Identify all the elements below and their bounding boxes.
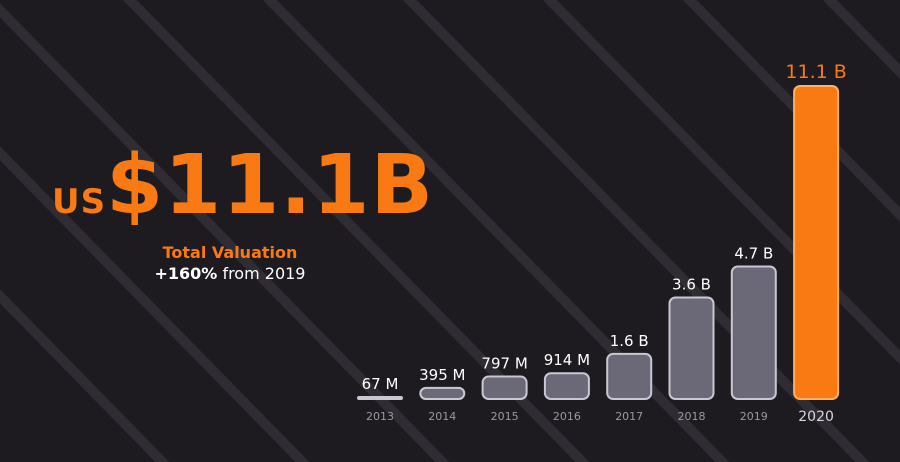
year-label: 2014: [428, 410, 456, 423]
bar-value-label: 67 M: [362, 375, 399, 393]
year-label: 2018: [678, 410, 706, 423]
background-stripe: [682, 0, 900, 222]
year-label: 2017: [615, 410, 643, 423]
bar-value-label: 4.7 B: [734, 244, 773, 262]
year-label: 2019: [740, 410, 768, 423]
change-text: from 2019: [222, 264, 306, 283]
background-stripe: [542, 0, 900, 365]
year-label: 2016: [553, 410, 581, 423]
bar-value-label: 914 M: [544, 351, 590, 369]
bar-value-label: 11.1 B: [785, 61, 846, 83]
bar-2020: [793, 85, 840, 400]
background-stripe: [0, 146, 310, 462]
bar-value-label: 395 M: [419, 366, 465, 384]
valuation-change: +160% from 2019: [0, 264, 460, 283]
valuation-subtitle: Total Valuation: [162, 243, 298, 262]
valuation-amount: $11.1B: [106, 138, 434, 233]
bar-value-label: 797 M: [481, 355, 527, 373]
background-stripe: [0, 289, 170, 462]
bar-2016: [543, 372, 590, 400]
background-stripe: [262, 0, 730, 462]
change-percent: +160%: [154, 264, 218, 283]
bar-2018: [668, 296, 715, 400]
year-label: 2015: [491, 410, 519, 423]
bar-2013: [357, 396, 403, 400]
bar-value-label: 3.6 B: [672, 275, 711, 293]
year-label: 2013: [366, 410, 394, 423]
valuation-headline: US$11.1B: [52, 138, 434, 233]
bar-2014: [419, 386, 466, 401]
currency-label: US: [52, 182, 107, 222]
bar-2015: [481, 375, 528, 400]
bar-2017: [606, 352, 653, 400]
year-label: 2020: [798, 409, 834, 425]
bar-2019: [730, 265, 777, 400]
bar-value-label: 1.6 B: [610, 332, 649, 350]
